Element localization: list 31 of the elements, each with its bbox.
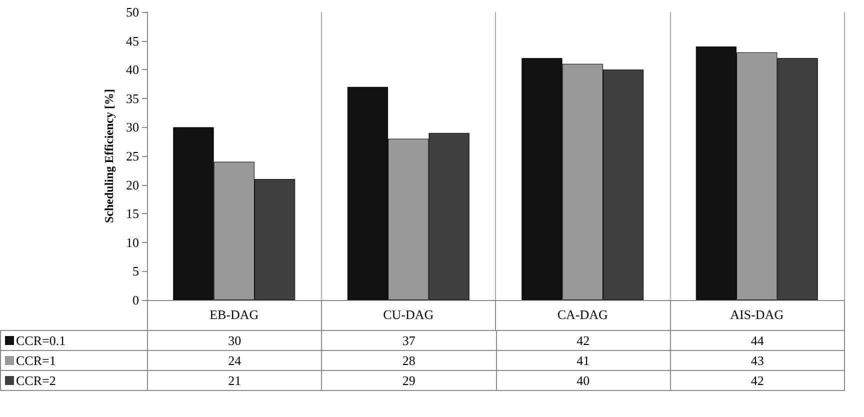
y-axis-title: Scheduling Efficiency [%] bbox=[102, 89, 116, 223]
data-label: 40 bbox=[496, 370, 670, 390]
data-label: 29 bbox=[322, 370, 496, 390]
legend-label: CCR=2 bbox=[0, 370, 148, 390]
data-label: 43 bbox=[670, 350, 844, 370]
data-label: 21 bbox=[148, 370, 322, 390]
y-tick-label: 35 bbox=[126, 90, 139, 106]
data-label: 42 bbox=[670, 370, 844, 390]
legend-label: CCR=1 bbox=[0, 350, 148, 370]
data-label: 30 bbox=[148, 330, 322, 350]
x-tick-label: AIS-DAG bbox=[730, 307, 784, 322]
y-tick-label: 0 bbox=[132, 292, 139, 308]
y-tick-label: 30 bbox=[126, 120, 139, 135]
x-tick-label: CA-DAG bbox=[557, 307, 608, 322]
y-tick-label: 40 bbox=[126, 62, 139, 78]
y-tick-label: 45 bbox=[126, 33, 139, 48]
x-tick-label: EB-DAG bbox=[210, 307, 259, 322]
data-label: 41 bbox=[496, 350, 670, 370]
data-label: 37 bbox=[322, 330, 496, 350]
y-tick-label: 10 bbox=[126, 234, 139, 250]
x-tick-label: CU-DAG bbox=[383, 307, 434, 322]
y-tick-label: 50 bbox=[126, 4, 139, 20]
y-tick-label: 25 bbox=[126, 148, 139, 164]
y-tick-label: 20 bbox=[126, 177, 139, 192]
data-label: 28 bbox=[322, 350, 496, 370]
y-tick-label: 5 bbox=[132, 264, 139, 279]
data-label: 24 bbox=[148, 350, 322, 370]
y-tick-label: 15 bbox=[126, 206, 139, 222]
legend-label: CCR=0.1 bbox=[0, 330, 148, 350]
data-label: 42 bbox=[496, 330, 670, 350]
data-label: 44 bbox=[670, 330, 844, 350]
